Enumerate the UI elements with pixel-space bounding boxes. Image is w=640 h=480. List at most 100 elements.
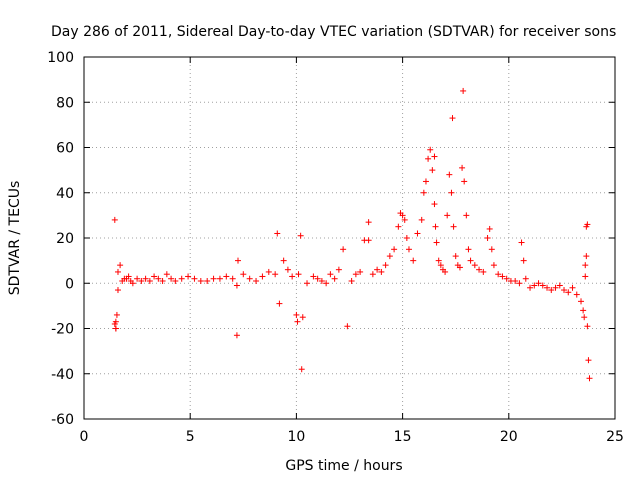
data-point bbox=[582, 262, 589, 269]
data-point bbox=[216, 275, 223, 282]
data-point bbox=[138, 277, 145, 284]
data-point bbox=[418, 216, 425, 223]
data-point bbox=[581, 314, 588, 321]
data-points bbox=[111, 87, 593, 382]
data-point bbox=[565, 289, 572, 296]
y-tick-label: 60 bbox=[56, 141, 74, 157]
data-point bbox=[129, 280, 136, 287]
data-point bbox=[433, 239, 440, 246]
data-point bbox=[401, 216, 408, 223]
y-tick-label: 80 bbox=[56, 95, 74, 111]
data-point bbox=[204, 277, 211, 284]
data-point bbox=[486, 225, 493, 232]
data-point bbox=[531, 282, 538, 289]
data-point bbox=[151, 273, 158, 280]
data-point bbox=[297, 232, 304, 239]
data-point bbox=[142, 275, 149, 282]
data-point bbox=[460, 87, 467, 94]
data-point bbox=[331, 275, 338, 282]
data-point bbox=[552, 284, 559, 291]
data-point bbox=[431, 153, 438, 160]
data-point bbox=[442, 268, 449, 275]
data-point bbox=[276, 300, 283, 307]
data-point bbox=[348, 277, 355, 284]
data-point bbox=[427, 146, 434, 153]
data-point bbox=[246, 275, 253, 282]
x-tick-label: 0 bbox=[80, 429, 89, 445]
plot-frame bbox=[83, 56, 616, 420]
data-point bbox=[265, 268, 272, 275]
data-point bbox=[583, 253, 590, 260]
data-point bbox=[580, 307, 587, 314]
data-point bbox=[535, 280, 542, 287]
data-point bbox=[318, 277, 325, 284]
data-point bbox=[125, 273, 132, 280]
data-point bbox=[495, 271, 502, 278]
data-point bbox=[437, 262, 444, 269]
data-point bbox=[365, 237, 372, 244]
data-point bbox=[449, 115, 456, 122]
data-point bbox=[172, 277, 179, 284]
x-tick-label: 10 bbox=[287, 429, 305, 445]
grid bbox=[84, 57, 615, 419]
data-point bbox=[210, 275, 217, 282]
data-point bbox=[459, 164, 466, 171]
data-point bbox=[314, 275, 321, 282]
data-point bbox=[340, 246, 347, 253]
data-point bbox=[488, 246, 495, 253]
data-point bbox=[274, 230, 281, 237]
x-tick-label: 20 bbox=[500, 429, 518, 445]
data-point bbox=[403, 235, 410, 241]
data-point bbox=[586, 375, 593, 382]
data-point bbox=[185, 273, 192, 280]
data-point bbox=[448, 189, 455, 196]
data-point bbox=[289, 273, 296, 280]
data-point bbox=[578, 298, 585, 305]
data-point bbox=[522, 275, 529, 282]
data-point bbox=[414, 230, 421, 237]
data-point bbox=[293, 311, 300, 318]
data-point bbox=[253, 277, 260, 284]
chart-title: Day 286 of 2011, Sidereal Day-to-day VTE… bbox=[51, 24, 616, 40]
data-point bbox=[113, 311, 120, 318]
data-point bbox=[298, 366, 305, 373]
data-point bbox=[490, 262, 497, 269]
data-point bbox=[429, 167, 436, 174]
data-point bbox=[544, 284, 551, 291]
data-point bbox=[425, 155, 432, 162]
data-point bbox=[465, 246, 472, 253]
data-point bbox=[405, 246, 412, 253]
x-axis-label: GPS time / hours bbox=[285, 458, 402, 474]
data-point bbox=[111, 320, 118, 327]
data-point bbox=[178, 275, 185, 282]
data-point bbox=[335, 266, 342, 273]
x-axis: 0 5 10 15 20 25 bbox=[80, 57, 624, 445]
data-point bbox=[463, 212, 470, 219]
data-point bbox=[548, 287, 555, 294]
data-point bbox=[480, 268, 487, 275]
data-point bbox=[584, 323, 591, 330]
data-point bbox=[378, 268, 385, 275]
data-point bbox=[527, 284, 534, 291]
data-point bbox=[444, 212, 451, 219]
y-axis: -60 -40 -20 0 20 40 60 80 100 bbox=[47, 50, 615, 428]
data-point bbox=[284, 266, 291, 273]
data-point bbox=[399, 212, 406, 219]
data-point bbox=[365, 219, 372, 226]
data-point bbox=[435, 257, 442, 264]
x-tick-label: 5 bbox=[186, 429, 195, 445]
data-point bbox=[134, 275, 141, 282]
data-point bbox=[391, 246, 398, 253]
x-tick-label: 25 bbox=[606, 429, 624, 445]
data-point bbox=[111, 216, 118, 223]
data-point bbox=[516, 280, 523, 287]
x-tick-label: 15 bbox=[394, 429, 412, 445]
data-point bbox=[569, 284, 576, 291]
data-point bbox=[503, 275, 510, 282]
data-point bbox=[432, 223, 439, 230]
data-point bbox=[233, 332, 240, 339]
data-point bbox=[280, 257, 287, 264]
data-point bbox=[374, 266, 381, 273]
data-point bbox=[229, 275, 236, 282]
